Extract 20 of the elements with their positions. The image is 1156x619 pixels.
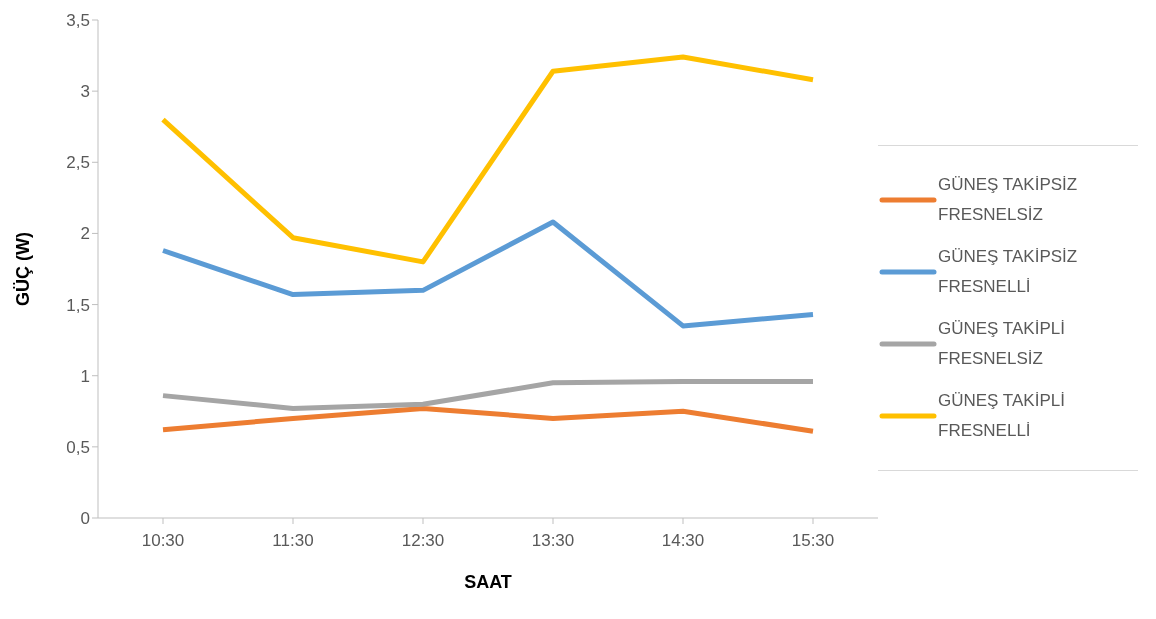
- y-tick-label: 3: [80, 82, 90, 102]
- y-tick-label: 1,5: [66, 295, 90, 315]
- x-axis-title: SAAT: [464, 572, 512, 592]
- x-tick-label: 11:30: [272, 531, 314, 551]
- legend-label: GÜNEŞ TAKİPSİZ FRESNELSİZ: [938, 174, 1079, 226]
- x-tick-label: 14:30: [661, 531, 705, 551]
- y-axis-title: GÜÇ (W): [13, 232, 34, 306]
- y-tick-label: 2,5: [66, 153, 90, 173]
- x-tick-label: 13:30: [531, 531, 575, 551]
- x-tick-label: 12:30: [401, 531, 445, 551]
- x-tick-label: 10:30: [141, 531, 185, 551]
- legend-label: GÜNEŞ TAKİPLİ FRESNELSİZ: [938, 318, 1066, 370]
- legend-label: GÜNEŞ TAKİPSİZ FRESNELLİ: [938, 246, 1079, 298]
- y-tick-label: 2: [80, 224, 90, 244]
- x-tick-label: 15:30: [791, 531, 835, 551]
- legend-label: GÜNEŞ TAKİPLİ FRESNELLİ: [938, 390, 1066, 442]
- y-tick-label: 3,5: [66, 11, 90, 31]
- y-tick-label: 1: [80, 366, 90, 386]
- y-tick-label: 0: [80, 509, 90, 529]
- y-tick-label: 0,5: [66, 437, 90, 457]
